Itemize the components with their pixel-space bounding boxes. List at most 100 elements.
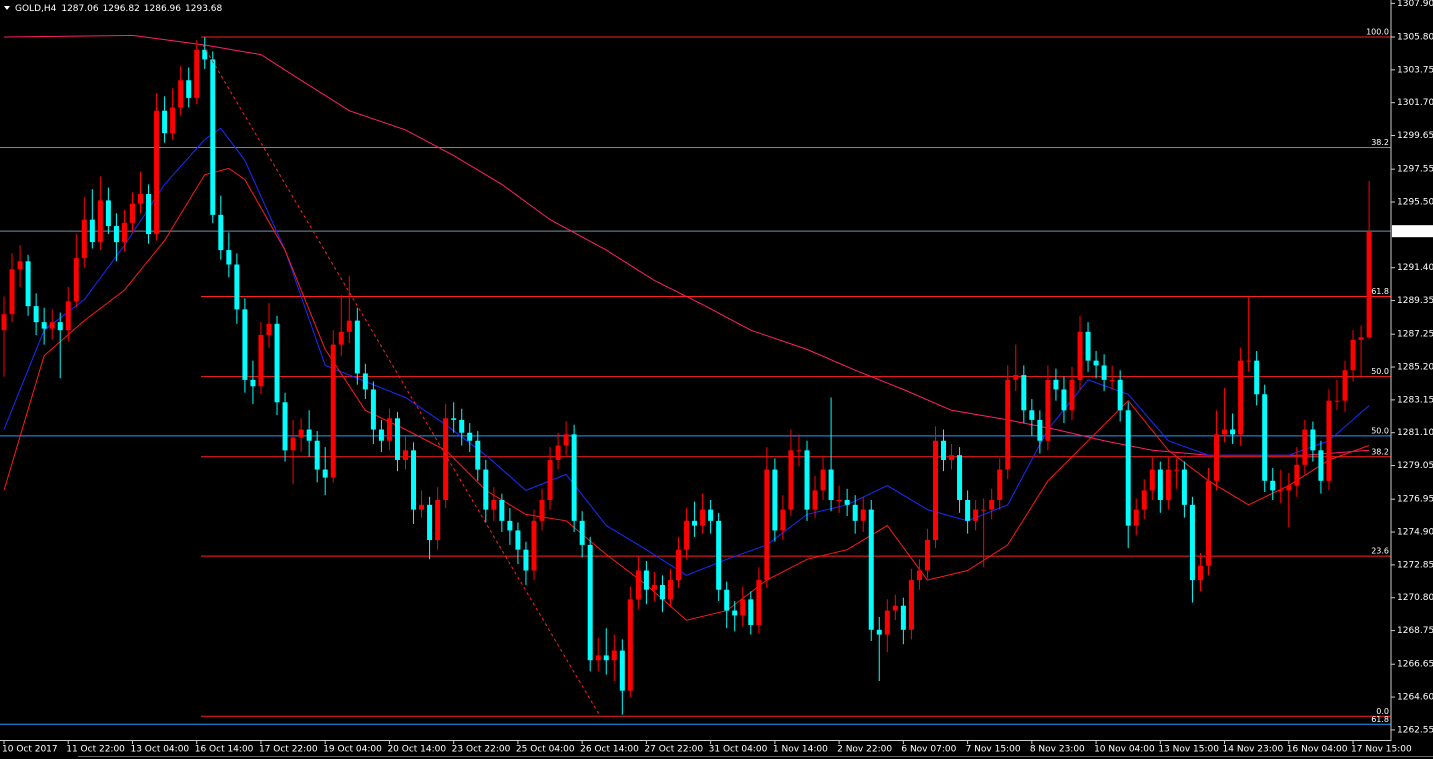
candle-body [965, 500, 971, 521]
candle-body [627, 599, 633, 691]
candle-body [716, 520, 722, 590]
candle-body [298, 429, 304, 438]
candle-body [202, 49, 208, 60]
y-tick-label: 1276.95 [1397, 495, 1433, 505]
candle-body [884, 610, 890, 635]
candle-body [170, 107, 176, 134]
candle-body [1270, 480, 1276, 491]
candle-body [724, 589, 730, 611]
candle-body [619, 650, 625, 691]
candle-body [1077, 331, 1083, 380]
candle-body [1109, 379, 1115, 381]
candle-body [772, 469, 778, 531]
y-tick-label: 1291.40 [1397, 263, 1433, 273]
x-tick-label: 10 Nov 04:00 [1094, 745, 1155, 755]
candle-body [1069, 379, 1075, 411]
candle-body [1045, 379, 1051, 441]
x-tick-label: 7 Nov 15:00 [966, 745, 1021, 755]
x-tick-label: 16 Oct 14:00 [195, 745, 254, 755]
x-tick-label: 20 Oct 14:00 [387, 745, 446, 755]
candle-body [1358, 337, 1364, 340]
candle-body [796, 450, 802, 452]
x-tick-label: 27 Oct 22:00 [644, 745, 703, 755]
candle-body [1262, 394, 1268, 481]
candle-body [1222, 429, 1228, 435]
candle-body [467, 432, 473, 441]
y-tick-label: 1295.50 [1397, 198, 1433, 208]
x-tick-label: 13 Nov 15:00 [1158, 745, 1219, 755]
candle-body [234, 264, 240, 310]
y-tick-label: 1307.90 [1397, 0, 1433, 9]
candle-body [1294, 464, 1300, 486]
y-tick-label: 1274.90 [1397, 528, 1433, 538]
candle-body [531, 520, 537, 571]
candle-body [57, 322, 63, 331]
candle-body [162, 110, 168, 134]
candle-body [651, 584, 657, 590]
y-tick-label: 1305.80 [1397, 33, 1433, 43]
candle-body [587, 544, 593, 661]
candle-body [595, 655, 601, 661]
candle-body [1181, 469, 1187, 505]
candle-body [1037, 419, 1043, 441]
y-tick-label: 1283.15 [1397, 395, 1433, 405]
fibo-label: 38.2 [1371, 447, 1389, 456]
candle-body [370, 389, 376, 430]
candle-body [1206, 480, 1211, 566]
candle-body [876, 629, 882, 635]
candle-body [860, 509, 866, 521]
moving-average [3, 34, 1370, 456]
y-tick-label: 1281.10 [1397, 428, 1433, 438]
candle-body [274, 323, 280, 403]
y-tick-label: 1297.55 [1397, 165, 1433, 175]
candle-body [1133, 509, 1139, 526]
candle-body [611, 650, 617, 661]
y-tick-label: 1262.55 [1397, 725, 1433, 735]
candle-body [924, 540, 930, 571]
candle-body [836, 500, 842, 502]
candle-body [932, 440, 938, 541]
candle-body [258, 334, 264, 387]
fibo-label: 38.2 [1371, 138, 1389, 147]
candle-body [1278, 490, 1284, 492]
candle-body [250, 379, 256, 387]
fibo-label: 50.0 [1371, 426, 1389, 435]
fibo-label: 61.8 [1371, 715, 1389, 724]
candle-body [1350, 339, 1356, 371]
candle-body [635, 570, 641, 600]
candle-body [1342, 370, 1348, 401]
candle-body [1334, 400, 1340, 402]
candle-body [820, 469, 826, 491]
candle-body [676, 549, 682, 581]
candle-body [700, 509, 706, 526]
candle-body [499, 500, 505, 521]
candle-body [507, 520, 513, 531]
candle-body [1189, 504, 1195, 581]
y-tick-label: 1285.20 [1397, 363, 1433, 373]
candle-body [218, 214, 224, 251]
menu-icon[interactable] [4, 6, 10, 10]
candle-body [483, 469, 489, 510]
y-tick-label: 1272.85 [1397, 560, 1433, 570]
candle-body [1310, 429, 1316, 451]
candle-body [1286, 485, 1292, 491]
x-tick-label: 14 Nov 23:00 [1223, 745, 1284, 755]
candle-body [756, 580, 762, 625]
fibo-label: 23.6 [1371, 547, 1389, 556]
x-tick-label: 31 Oct 04:00 [709, 745, 768, 755]
x-tick-label: 8 Nov 23:00 [1030, 745, 1085, 755]
candle-body [684, 520, 690, 550]
x-tick-label: 17 Nov 15:00 [1351, 745, 1412, 755]
fibo-label: 50.0 [1371, 367, 1389, 376]
y-tick-label: 1301.70 [1397, 98, 1433, 108]
candle-body [515, 530, 521, 550]
candle-body [868, 509, 874, 630]
x-tick-label: 25 Oct 04:00 [516, 745, 575, 755]
candle-body [555, 445, 561, 460]
candle-body [1053, 379, 1059, 390]
candle-body [643, 570, 649, 590]
symbol: GOLD,H4 [15, 4, 57, 14]
candle-body [435, 500, 441, 541]
candle-body [1214, 434, 1220, 481]
